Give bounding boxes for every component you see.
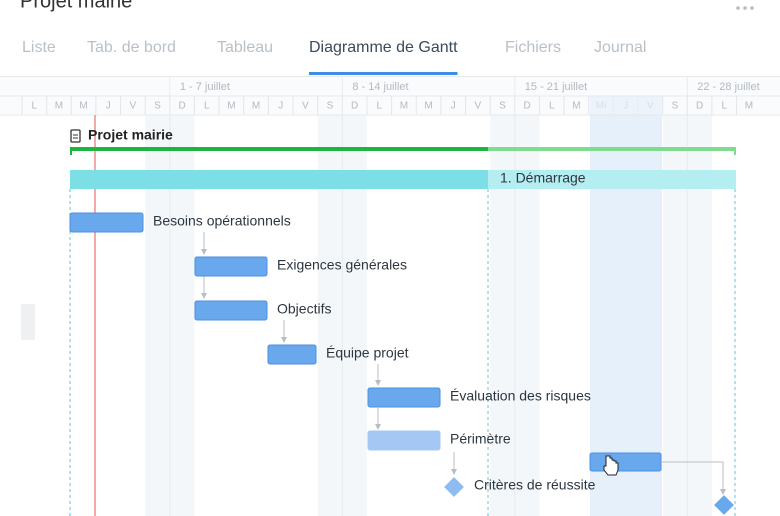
day-label: D — [696, 101, 703, 112]
day-label: V — [475, 101, 482, 112]
task-bar[interactable] — [194, 256, 268, 277]
task-bar[interactable] — [267, 344, 317, 365]
day-label: J — [451, 101, 456, 112]
day-label: V — [130, 101, 137, 112]
project-bar-end — [70, 147, 72, 155]
project-bar-light — [488, 147, 736, 151]
day-label: J — [278, 101, 283, 112]
day-label: L — [376, 101, 382, 112]
day-label: M — [400, 101, 408, 112]
phase-label: 1. Démarrage — [500, 170, 586, 186]
day-label: S — [327, 101, 334, 112]
day-label: L — [32, 101, 38, 112]
tab[interactable]: Tab. de bord — [87, 39, 176, 56]
task-bar[interactable] — [589, 452, 662, 472]
day-label: M — [745, 101, 753, 112]
day-label: S — [499, 101, 506, 112]
page-title: Projet mairie — [20, 0, 132, 12]
day-label: S — [154, 101, 161, 112]
task-bar[interactable] — [367, 387, 441, 408]
task-label[interactable]: Évaluation des risques — [450, 388, 591, 404]
day-label: M — [572, 101, 580, 112]
cursor-hand — [603, 455, 619, 476]
project-icon — [70, 129, 81, 143]
milestone[interactable] — [444, 477, 464, 497]
task-label[interactable]: Équipe projet — [326, 345, 409, 361]
task-bar[interactable] — [194, 300, 268, 321]
day-label: J — [106, 101, 111, 112]
day-label: D — [179, 101, 186, 112]
day-label: M — [227, 101, 235, 112]
task-label[interactable]: Objectifs — [277, 301, 331, 317]
day-label: L — [549, 101, 555, 112]
task-label[interactable]: Exigences générales — [277, 257, 407, 273]
task-label[interactable]: Périmètre — [450, 431, 511, 447]
week-label: 8 - 14 juillet — [352, 81, 408, 93]
day-label: D — [524, 101, 531, 112]
day-label: L — [204, 101, 210, 112]
milestone[interactable] — [714, 495, 734, 515]
tab[interactable]: Diagramme de Gantt — [309, 39, 458, 56]
task-bar[interactable] — [367, 430, 441, 451]
week-label: 1 - 7 juillet — [180, 81, 230, 93]
task-bar[interactable] — [69, 212, 144, 233]
day-label: D — [351, 101, 358, 112]
phase-bar[interactable] — [70, 170, 488, 189]
tab[interactable]: Liste — [22, 39, 56, 56]
active-tab-indicator — [309, 72, 458, 75]
day-label: M — [252, 101, 260, 112]
phase-bar-light[interactable] — [488, 170, 736, 189]
day-label: S — [672, 101, 679, 112]
project-bar — [70, 147, 488, 151]
task-label[interactable]: Besoins opérationnels — [153, 213, 291, 229]
day-label: V — [302, 101, 309, 112]
tab[interactable]: Journal — [594, 39, 646, 56]
scroll-handle — [21, 304, 35, 340]
dependency-arrow — [662, 461, 726, 495]
milestone-label[interactable]: Critères de réussite — [474, 477, 596, 493]
more-menu[interactable] — [736, 6, 754, 10]
project-bar-end — [734, 147, 736, 155]
day-label: L — [721, 101, 727, 112]
project-name[interactable]: Projet mairie — [88, 127, 173, 143]
day-label: M — [55, 101, 63, 112]
day-label: M — [424, 101, 432, 112]
tab[interactable]: Fichiers — [505, 39, 561, 56]
gantt-body: Projet mairie 1. Démarrage Besoins opérati… — [69, 127, 736, 516]
day-label: M — [79, 101, 87, 112]
tab[interactable]: Tableau — [217, 39, 273, 56]
week-label: 15 - 21 juillet — [525, 81, 587, 93]
week-label: 22 - 28 juillet — [697, 81, 759, 93]
tab-bar: Liste Tab. de bord Tableau Diagramme de Gan… — [22, 39, 646, 75]
selected-day-head — [590, 96, 662, 115]
